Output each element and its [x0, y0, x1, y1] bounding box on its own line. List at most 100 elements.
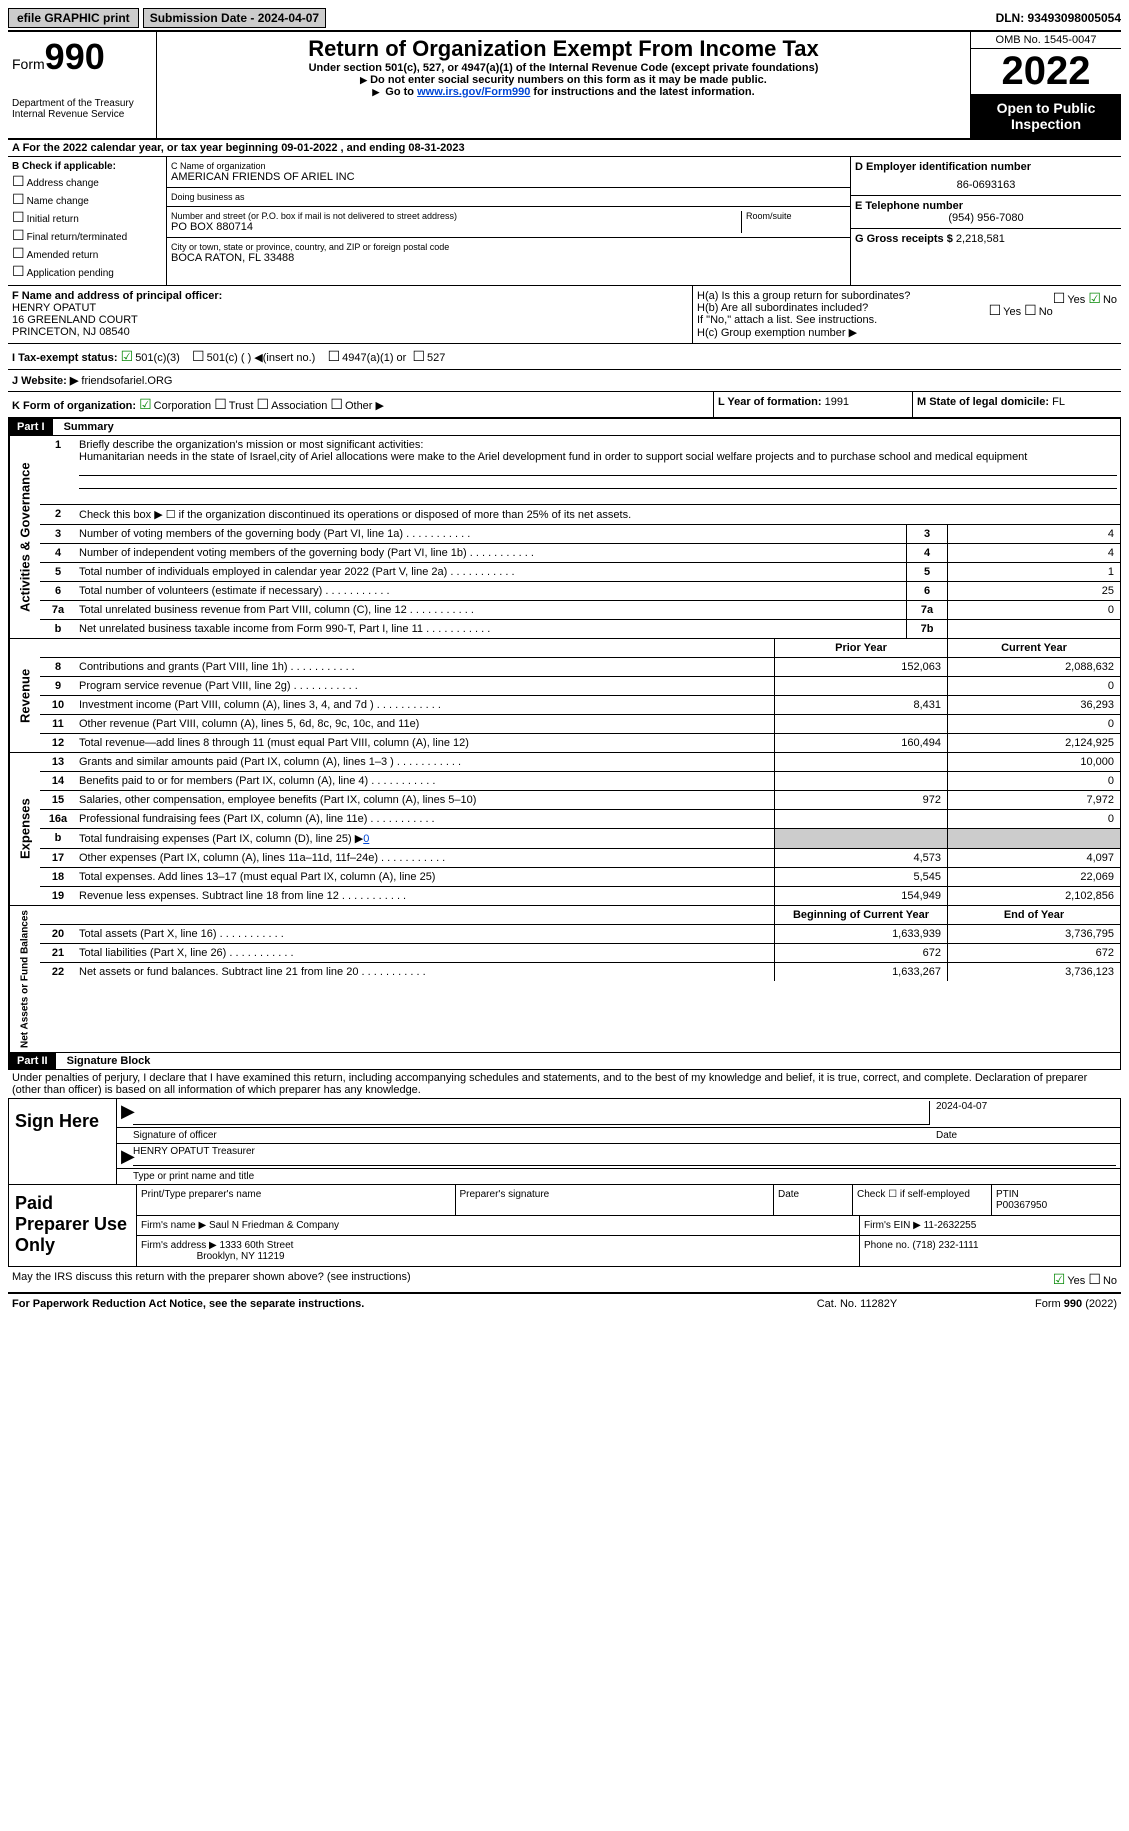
- hdr-boy: Beginning of Current Year: [774, 906, 947, 924]
- p22: 1,633,267: [774, 963, 947, 981]
- tax-527[interactable]: 527: [412, 352, 445, 364]
- firm-phone: (718) 232-1111: [912, 1240, 978, 1251]
- side-label-gov: Activities & Governance: [9, 436, 40, 638]
- ha-row: H(a) Is this a group return for subordin…: [697, 290, 1117, 302]
- check-address-change[interactable]: Address change: [12, 173, 162, 190]
- c11: 0: [947, 715, 1120, 733]
- hdr-eoy: End of Year: [947, 906, 1120, 924]
- c17: 4,097: [947, 849, 1120, 867]
- form-footer: Form 990 (2022): [957, 1298, 1117, 1310]
- addr-label: Number and street (or P.O. box if mail i…: [171, 211, 741, 221]
- org-corp[interactable]: Corporation: [139, 400, 211, 412]
- c22: 3,736,123: [947, 963, 1120, 981]
- org-assoc[interactable]: Association: [257, 400, 328, 412]
- addr-value: PO BOX 880714: [171, 221, 741, 233]
- c20: 3,736,795: [947, 925, 1120, 943]
- firm-ein: 11-2632255: [924, 1220, 977, 1231]
- b-label: B Check if applicable:: [12, 161, 162, 172]
- p8: 152,063: [774, 658, 947, 676]
- dln: DLN: 93493098005054: [996, 11, 1121, 25]
- hb-yes[interactable]: Yes: [989, 306, 1022, 318]
- v7a: 0: [947, 601, 1120, 619]
- ha-yes[interactable]: Yes: [1053, 294, 1086, 306]
- self-employed-check[interactable]: Check ☐ if self-employed: [853, 1185, 992, 1215]
- sign-here-label: Sign Here: [9, 1099, 117, 1184]
- p15: 972: [774, 791, 947, 809]
- subtitle-1: Under section 501(c), 527, or 4947(a)(1)…: [161, 62, 966, 74]
- form-title: Return of Organization Exempt From Incom…: [161, 36, 966, 62]
- name-title-label: Type or print name and title: [133, 1171, 254, 1182]
- open-public: Open to Public Inspection: [971, 94, 1121, 138]
- g-label: G Gross receipts $: [855, 233, 953, 245]
- org-trust[interactable]: Trust: [214, 400, 253, 412]
- c10: 36,293: [947, 696, 1120, 714]
- c14: 0: [947, 772, 1120, 790]
- gross-receipts: 2,218,581: [956, 233, 1005, 245]
- website-value: friendsofariel.ORG: [81, 375, 172, 387]
- c16b: [947, 829, 1120, 848]
- dept-irs: Internal Revenue Service: [12, 109, 152, 120]
- sig-officer-label: Signature of officer: [133, 1130, 936, 1141]
- check-app-pending[interactable]: Application pending: [12, 263, 162, 280]
- state-domicile: FL: [1052, 396, 1065, 408]
- may-irs-yes[interactable]: Yes: [1053, 1275, 1086, 1287]
- hb-no[interactable]: No: [1024, 306, 1053, 318]
- check-name-change[interactable]: Name change: [12, 191, 162, 208]
- org-other[interactable]: Other ▶: [330, 400, 384, 412]
- paid-preparer-label: Paid Preparer Use Only: [9, 1185, 137, 1266]
- p20: 1,633,939: [774, 925, 947, 943]
- firm-addr1: 1333 60th Street: [220, 1240, 294, 1251]
- irs-link[interactable]: www.irs.gov/Form990: [417, 86, 530, 98]
- org-name: AMERICAN FRIENDS OF ARIEL INC: [171, 171, 846, 183]
- prep-date-label: Date: [774, 1185, 853, 1215]
- p21: 672: [774, 944, 947, 962]
- line-a: A For the 2022 calendar year, or tax yea…: [8, 140, 1121, 157]
- side-label-exp: Expenses: [9, 753, 40, 905]
- check-amended[interactable]: Amended return: [12, 245, 162, 262]
- c13: 10,000: [947, 753, 1120, 771]
- section-b-row: B Check if applicable: Address change Na…: [8, 157, 1121, 286]
- p14: [774, 772, 947, 790]
- dba-label: Doing business as: [171, 192, 846, 202]
- v5: 1: [947, 563, 1120, 581]
- prep-sig-label: Preparer's signature: [456, 1185, 775, 1215]
- c21: 672: [947, 944, 1120, 962]
- ptin-value: P00367950: [996, 1200, 1047, 1211]
- officer-name-title: HENRY OPATUT Treasurer: [133, 1146, 1116, 1166]
- submission-date: Submission Date - 2024-04-07: [143, 8, 326, 28]
- section-expenses: Expenses 13Grants and similar amounts pa…: [8, 753, 1121, 906]
- ha-no[interactable]: No: [1088, 294, 1117, 306]
- efile-button[interactable]: efile GRAPHIC print: [8, 8, 139, 28]
- date-label: Date: [936, 1130, 1116, 1141]
- l1-label: Briefly describe the organization's miss…: [79, 439, 423, 451]
- firm-addr2: Brooklyn, NY 11219: [197, 1251, 285, 1262]
- e-label: E Telephone number: [855, 200, 1117, 212]
- dept-treasury: Department of the Treasury: [12, 98, 152, 109]
- check-initial-return[interactable]: Initial return: [12, 209, 162, 226]
- v4: 4: [947, 544, 1120, 562]
- omb: OMB No. 1545-0047: [971, 32, 1121, 49]
- tax-501c3[interactable]: 501(c)(3): [121, 352, 180, 364]
- sign-here-block: Sign Here ▶ 2024-04-07 Signature of offi…: [8, 1098, 1121, 1185]
- tax-4947[interactable]: 4947(a)(1) or: [328, 352, 407, 364]
- may-irs-no[interactable]: No: [1088, 1275, 1117, 1287]
- c8: 2,088,632: [947, 658, 1120, 676]
- tax-501c[interactable]: 501(c) ( ) ◀(insert no.): [192, 352, 315, 364]
- city-value: BOCA RATON, FL 33488: [171, 252, 846, 264]
- check-final-return[interactable]: Final return/terminated: [12, 227, 162, 244]
- subtitle-3: Go to www.irs.gov/Form990 for instructio…: [161, 86, 966, 98]
- c12: 2,124,925: [947, 734, 1120, 752]
- p13: [774, 753, 947, 771]
- hdr-prior: Prior Year: [774, 639, 947, 657]
- d-label: D Employer identification number: [855, 161, 1117, 173]
- cat-no: Cat. No. 11282Y: [757, 1298, 957, 1310]
- room-label: Room/suite: [741, 211, 846, 233]
- row-j: J Website: ▶ friendsofariel.ORG: [8, 370, 1121, 392]
- c-name-label: C Name of organization: [171, 161, 846, 171]
- city-label: City or town, state or province, country…: [171, 242, 846, 252]
- section-netassets: Net Assets or Fund Balances Beginning of…: [8, 906, 1121, 1053]
- c19: 2,102,856: [947, 887, 1120, 905]
- top-bar: efile GRAPHIC print Submission Date - 20…: [8, 8, 1121, 32]
- p10: 8,431: [774, 696, 947, 714]
- phone-value: (954) 956-7080: [855, 212, 1117, 224]
